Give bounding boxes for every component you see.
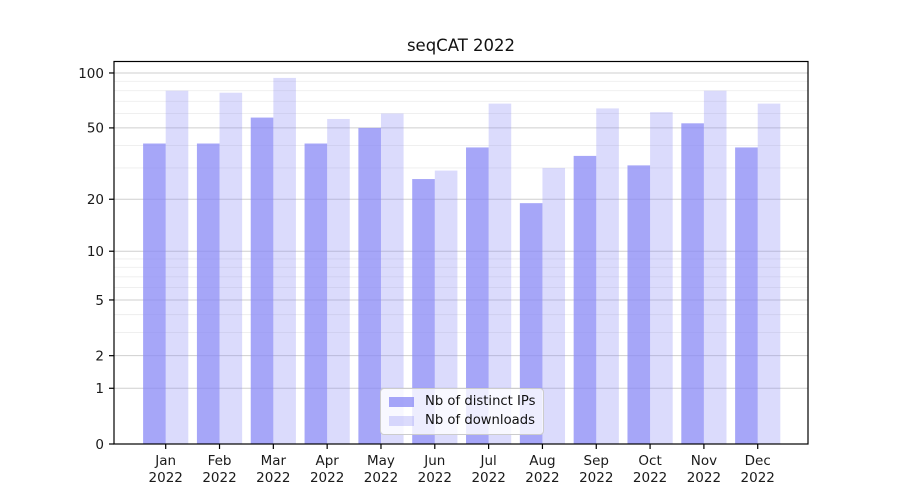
y-tick-label: 20 bbox=[87, 192, 104, 208]
x-tick-label-year: 2022 bbox=[256, 470, 290, 486]
bar-distinct-ips-may bbox=[358, 127, 381, 444]
x-tick-label-month: Jun bbox=[423, 453, 445, 469]
bar-downloads-feb bbox=[219, 92, 243, 445]
legend: Nb of distinct IPs Nb of downloads bbox=[380, 388, 544, 435]
x-tick-label-year: 2022 bbox=[149, 470, 183, 486]
x-tick-label-year: 2022 bbox=[687, 470, 721, 486]
x-tick-label-month: Nov bbox=[691, 453, 717, 469]
chart-title: seqCAT 2022 bbox=[406, 36, 516, 55]
legend-item-downloads: Nb of downloads bbox=[389, 413, 535, 428]
bar-downloads-jun bbox=[434, 170, 458, 444]
x-tick-label-year: 2022 bbox=[741, 470, 775, 486]
y-tick-label: 0 bbox=[95, 437, 104, 453]
y-tick-label: 100 bbox=[78, 66, 104, 82]
x-tick-label-year: 2022 bbox=[633, 470, 667, 486]
bar-downloads-nov bbox=[703, 90, 727, 445]
bar-downloads-jan bbox=[165, 90, 189, 445]
bar-distinct-ips-nov bbox=[681, 123, 704, 444]
x-tick-label-year: 2022 bbox=[525, 470, 559, 486]
x-tick-label-year: 2022 bbox=[202, 470, 236, 486]
y-tick-label: 2 bbox=[95, 348, 104, 364]
legend-swatch-distinct-ips bbox=[389, 396, 414, 407]
x-tick-label-month: Apr bbox=[315, 453, 339, 469]
x-tick-label-year: 2022 bbox=[418, 470, 452, 486]
bar-downloads-aug bbox=[542, 167, 566, 444]
bar-downloads-sep bbox=[596, 108, 619, 445]
x-tick-label-month: Feb bbox=[208, 453, 232, 469]
bar-distinct-ips-mar bbox=[250, 117, 274, 444]
x-tick-label-year: 2022 bbox=[471, 470, 505, 486]
bar-distinct-ips-jan bbox=[143, 143, 166, 444]
bar-distinct-ips-apr bbox=[304, 143, 328, 444]
bar-distinct-ips-oct bbox=[627, 165, 651, 444]
bar-downloads-jul bbox=[488, 103, 512, 444]
bar-downloads-dec bbox=[757, 103, 781, 444]
x-tick-label-year: 2022 bbox=[364, 470, 398, 486]
bar-downloads-oct bbox=[650, 112, 673, 444]
bar-distinct-ips-jul bbox=[466, 147, 489, 445]
x-tick-label-month: Aug bbox=[529, 453, 555, 469]
bar-distinct-ips-jun bbox=[412, 179, 435, 445]
bar-distinct-ips-aug bbox=[519, 203, 543, 444]
x-tick-label-month: Mar bbox=[261, 453, 287, 469]
y-tick-label: 5 bbox=[95, 293, 104, 309]
bar-downloads-mar bbox=[273, 77, 296, 444]
x-tick-label-month: Dec bbox=[745, 453, 771, 469]
bar-downloads-apr bbox=[327, 118, 350, 444]
x-tick-label-month: Oct bbox=[638, 453, 661, 469]
legend-swatch-downloads bbox=[389, 415, 414, 426]
y-tick-label: 10 bbox=[87, 244, 104, 260]
x-tick-label-month: May bbox=[367, 453, 395, 469]
x-tick-label-month: Jan bbox=[154, 453, 176, 469]
x-tick-label-month: Sep bbox=[584, 453, 609, 469]
bar-distinct-ips-sep bbox=[573, 155, 597, 445]
legend-label-distinct-ips: Nb of distinct IPs bbox=[425, 394, 536, 409]
y-tick-label: 1 bbox=[95, 381, 104, 397]
x-tick-label-year: 2022 bbox=[310, 470, 344, 486]
y-tick-label: 50 bbox=[87, 121, 104, 137]
plot-frame bbox=[113, 60, 809, 445]
bar-distinct-ips-feb bbox=[196, 143, 220, 444]
legend-label-downloads: Nb of downloads bbox=[425, 413, 535, 428]
x-tick-label-month: Jul bbox=[479, 453, 496, 469]
bar-distinct-ips-dec bbox=[735, 147, 758, 445]
legend-item-distinct-ips: Nb of distinct IPs bbox=[389, 394, 536, 409]
x-tick-label-year: 2022 bbox=[579, 470, 613, 486]
bar-downloads-may bbox=[380, 113, 404, 445]
